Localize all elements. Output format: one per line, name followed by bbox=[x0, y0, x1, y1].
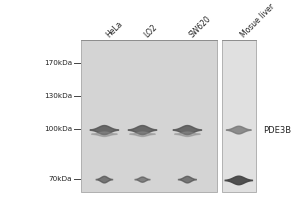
Text: PDE3B: PDE3B bbox=[263, 126, 291, 135]
Polygon shape bbox=[96, 176, 112, 183]
Text: 170kDa: 170kDa bbox=[44, 60, 72, 66]
Text: SW620: SW620 bbox=[188, 14, 213, 39]
Text: 100kDa: 100kDa bbox=[44, 126, 72, 132]
Text: 70kDa: 70kDa bbox=[49, 176, 72, 182]
Bar bbox=[222, 40, 256, 192]
Text: 130kDa: 130kDa bbox=[44, 93, 72, 99]
Polygon shape bbox=[128, 126, 157, 135]
Polygon shape bbox=[226, 126, 251, 134]
Text: LO2: LO2 bbox=[142, 23, 159, 39]
Text: Mosue liver: Mosue liver bbox=[239, 2, 276, 39]
Polygon shape bbox=[130, 132, 155, 136]
Polygon shape bbox=[178, 176, 196, 183]
Polygon shape bbox=[175, 132, 200, 136]
Polygon shape bbox=[225, 176, 252, 185]
Polygon shape bbox=[92, 132, 117, 136]
Text: HeLa: HeLa bbox=[104, 19, 124, 39]
Polygon shape bbox=[90, 126, 118, 135]
Polygon shape bbox=[173, 126, 202, 135]
Bar bbox=[81, 40, 217, 192]
Polygon shape bbox=[135, 177, 150, 182]
